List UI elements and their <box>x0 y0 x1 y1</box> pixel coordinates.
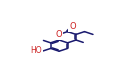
Text: HO: HO <box>31 46 42 55</box>
Text: O: O <box>69 22 76 31</box>
Text: O: O <box>56 30 62 39</box>
